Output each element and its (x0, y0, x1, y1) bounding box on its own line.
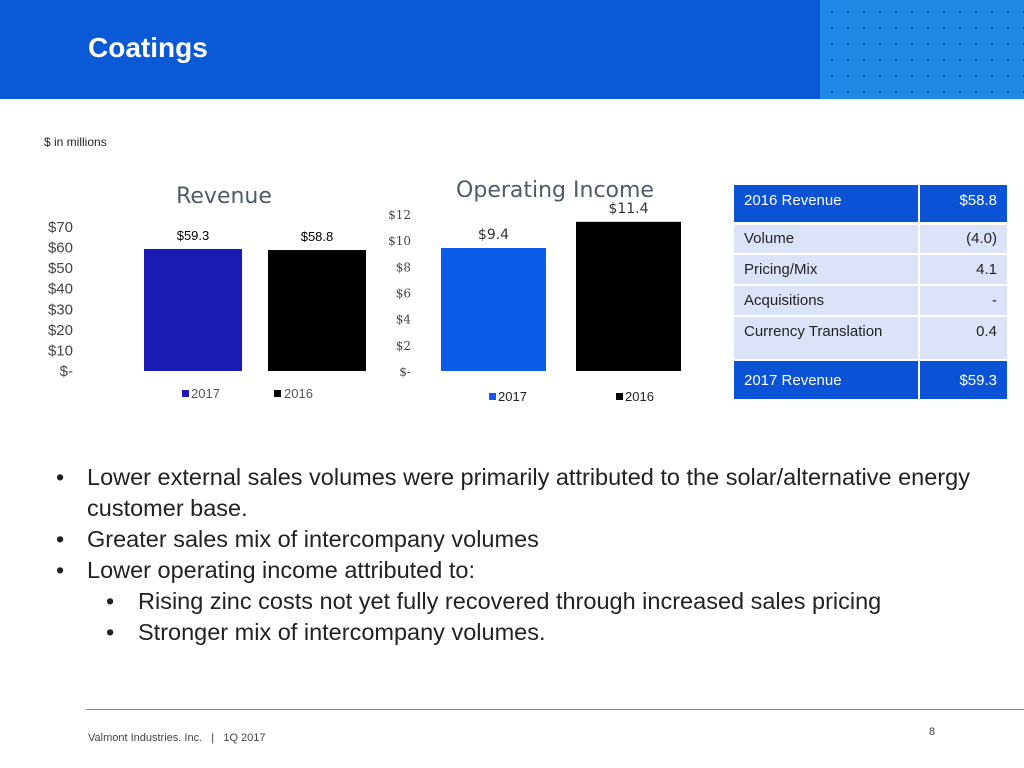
revenue-chart: Revenue $- $10 $20 $30 $40 $50 $60 $70 $59.3 $58… (48, 184, 366, 401)
sub-bullet-item: Rising zinc costs not yet fully recovere… (54, 586, 994, 617)
footer-company: Valmont Industries. Inc. | 1Q 2017 (88, 732, 266, 744)
footer-divider (86, 709, 1024, 710)
bridge-row-label: Pricing/Mix (734, 254, 921, 286)
revenue-legend: 2017 2016 (182, 386, 313, 401)
units-note: $ in millions (44, 135, 107, 149)
y-tick-label: $8 (396, 260, 411, 274)
bridge-row-pricing-mix: Pricing/Mix 4.1 (734, 254, 1009, 286)
footer-period: 1Q 2017 (223, 732, 266, 744)
revenue-data-labels: $59.3 $58.8 (177, 228, 334, 244)
y-tick-label: $40 (48, 281, 73, 298)
revenue-chart-title: Revenue (176, 184, 272, 209)
bridge-row-value: 0.4 (919, 316, 1009, 361)
commentary-list: Lower external sales volumes were primar… (54, 462, 994, 648)
bridge-row-value: 4.1 (919, 254, 1009, 286)
footer-separator: | (211, 732, 215, 744)
header-bar: Coatings (0, 0, 1024, 99)
bridge-row-label: Volume (734, 223, 921, 255)
y-tick-label: $6 (396, 287, 411, 301)
y-tick-label: $12 (388, 208, 411, 222)
revenue-y-ticks: $- $10 $20 $30 $40 $50 $60 $70 (48, 219, 73, 380)
bar-2016 (268, 250, 366, 371)
y-tick-label: $- (60, 363, 73, 380)
bullet-item: Lower operating income attributed to: (54, 555, 994, 586)
bridge-row-label: Currency Translation (734, 316, 921, 361)
y-tick-label: $70 (48, 219, 73, 236)
y-tick-label: $20 (48, 322, 73, 339)
operating-income-legend-label-2017: 2017 (498, 389, 527, 404)
bridge-start-label: 2016 Revenue (734, 185, 921, 225)
bridge-row-volume: Volume (4.0) (734, 223, 1009, 255)
y-tick-label: $- (399, 365, 411, 379)
bridge-row-currency-translation: Currency Translation 0.4 (734, 316, 1009, 361)
operating-income-legend-swatch-2016 (616, 393, 623, 400)
y-tick-label: $60 (48, 240, 73, 257)
revenue-bridge-table: 2016 Revenue $58.8 Volume (4.0) Pricing/… (734, 185, 1009, 401)
bridge-row-label: Acquisitions (734, 285, 921, 317)
operating-income-data-labels: $9.4 $11.4 (478, 201, 649, 243)
revenue-bars (144, 249, 366, 371)
operating-income-chart-title: Operating Income (456, 178, 654, 203)
bullet-item: Lower external sales volumes were primar… (54, 462, 994, 524)
bar-2017 (144, 249, 242, 371)
revenue-legend-label-2016: 2016 (284, 386, 313, 401)
bar-2017 (441, 248, 546, 371)
sub-bullet-item: Stronger mix of intercompany volumes. (54, 617, 994, 648)
operating-income-legend-swatch-2017 (489, 393, 496, 400)
bar-2016 (576, 221, 681, 371)
bullet-item: Greater sales mix of intercompany volume… (54, 524, 994, 555)
bridge-start-row: 2016 Revenue $58.8 (734, 185, 1009, 225)
y-tick-label: $10 (48, 342, 73, 359)
bridge-start-value: $58.8 (919, 185, 1009, 225)
y-tick-label: $10 (388, 234, 411, 248)
bridge-end-row: 2017 Revenue $59.3 (734, 360, 1009, 401)
bridge-row-value: (4.0) (919, 223, 1009, 255)
y-tick-label: $2 (396, 339, 411, 353)
revenue-legend-swatch-2016 (274, 390, 281, 397)
data-label-2017: $59.3 (177, 228, 210, 243)
bridge-end-label: 2017 Revenue (734, 360, 921, 401)
y-tick-label: $4 (396, 313, 412, 327)
revenue-legend-label-2017: 2017 (191, 386, 220, 401)
operating-income-legend: 2017 2016 (489, 389, 654, 404)
bridge-end-value: $59.3 (919, 360, 1009, 401)
y-tick-label: $50 (48, 260, 73, 277)
data-label-2016: $58.8 (301, 229, 334, 244)
operating-income-legend-label-2016: 2016 (625, 389, 654, 404)
data-label-2016: $11.4 (608, 201, 648, 217)
footer-company-name: Valmont Industries. Inc. (88, 732, 203, 744)
header-dot-pattern (820, 0, 1024, 99)
y-tick-label: $30 (48, 301, 73, 318)
bridge-row-value: - (919, 285, 1009, 317)
operating-income-y-ticks: $- $2 $4 $6 $8 $10 $12 (388, 208, 411, 379)
data-label-2017: $9.4 (478, 227, 509, 243)
page-number: 8 (929, 726, 936, 738)
operating-income-bars (441, 221, 681, 371)
operating-income-chart: Operating Income $- $2 $4 $6 $8 $10 $12 $9.4 $1… (388, 178, 681, 404)
page-title: Coatings (88, 32, 208, 63)
bridge-row-acquisitions: Acquisitions - (734, 285, 1009, 317)
revenue-legend-swatch-2017 (182, 390, 189, 397)
